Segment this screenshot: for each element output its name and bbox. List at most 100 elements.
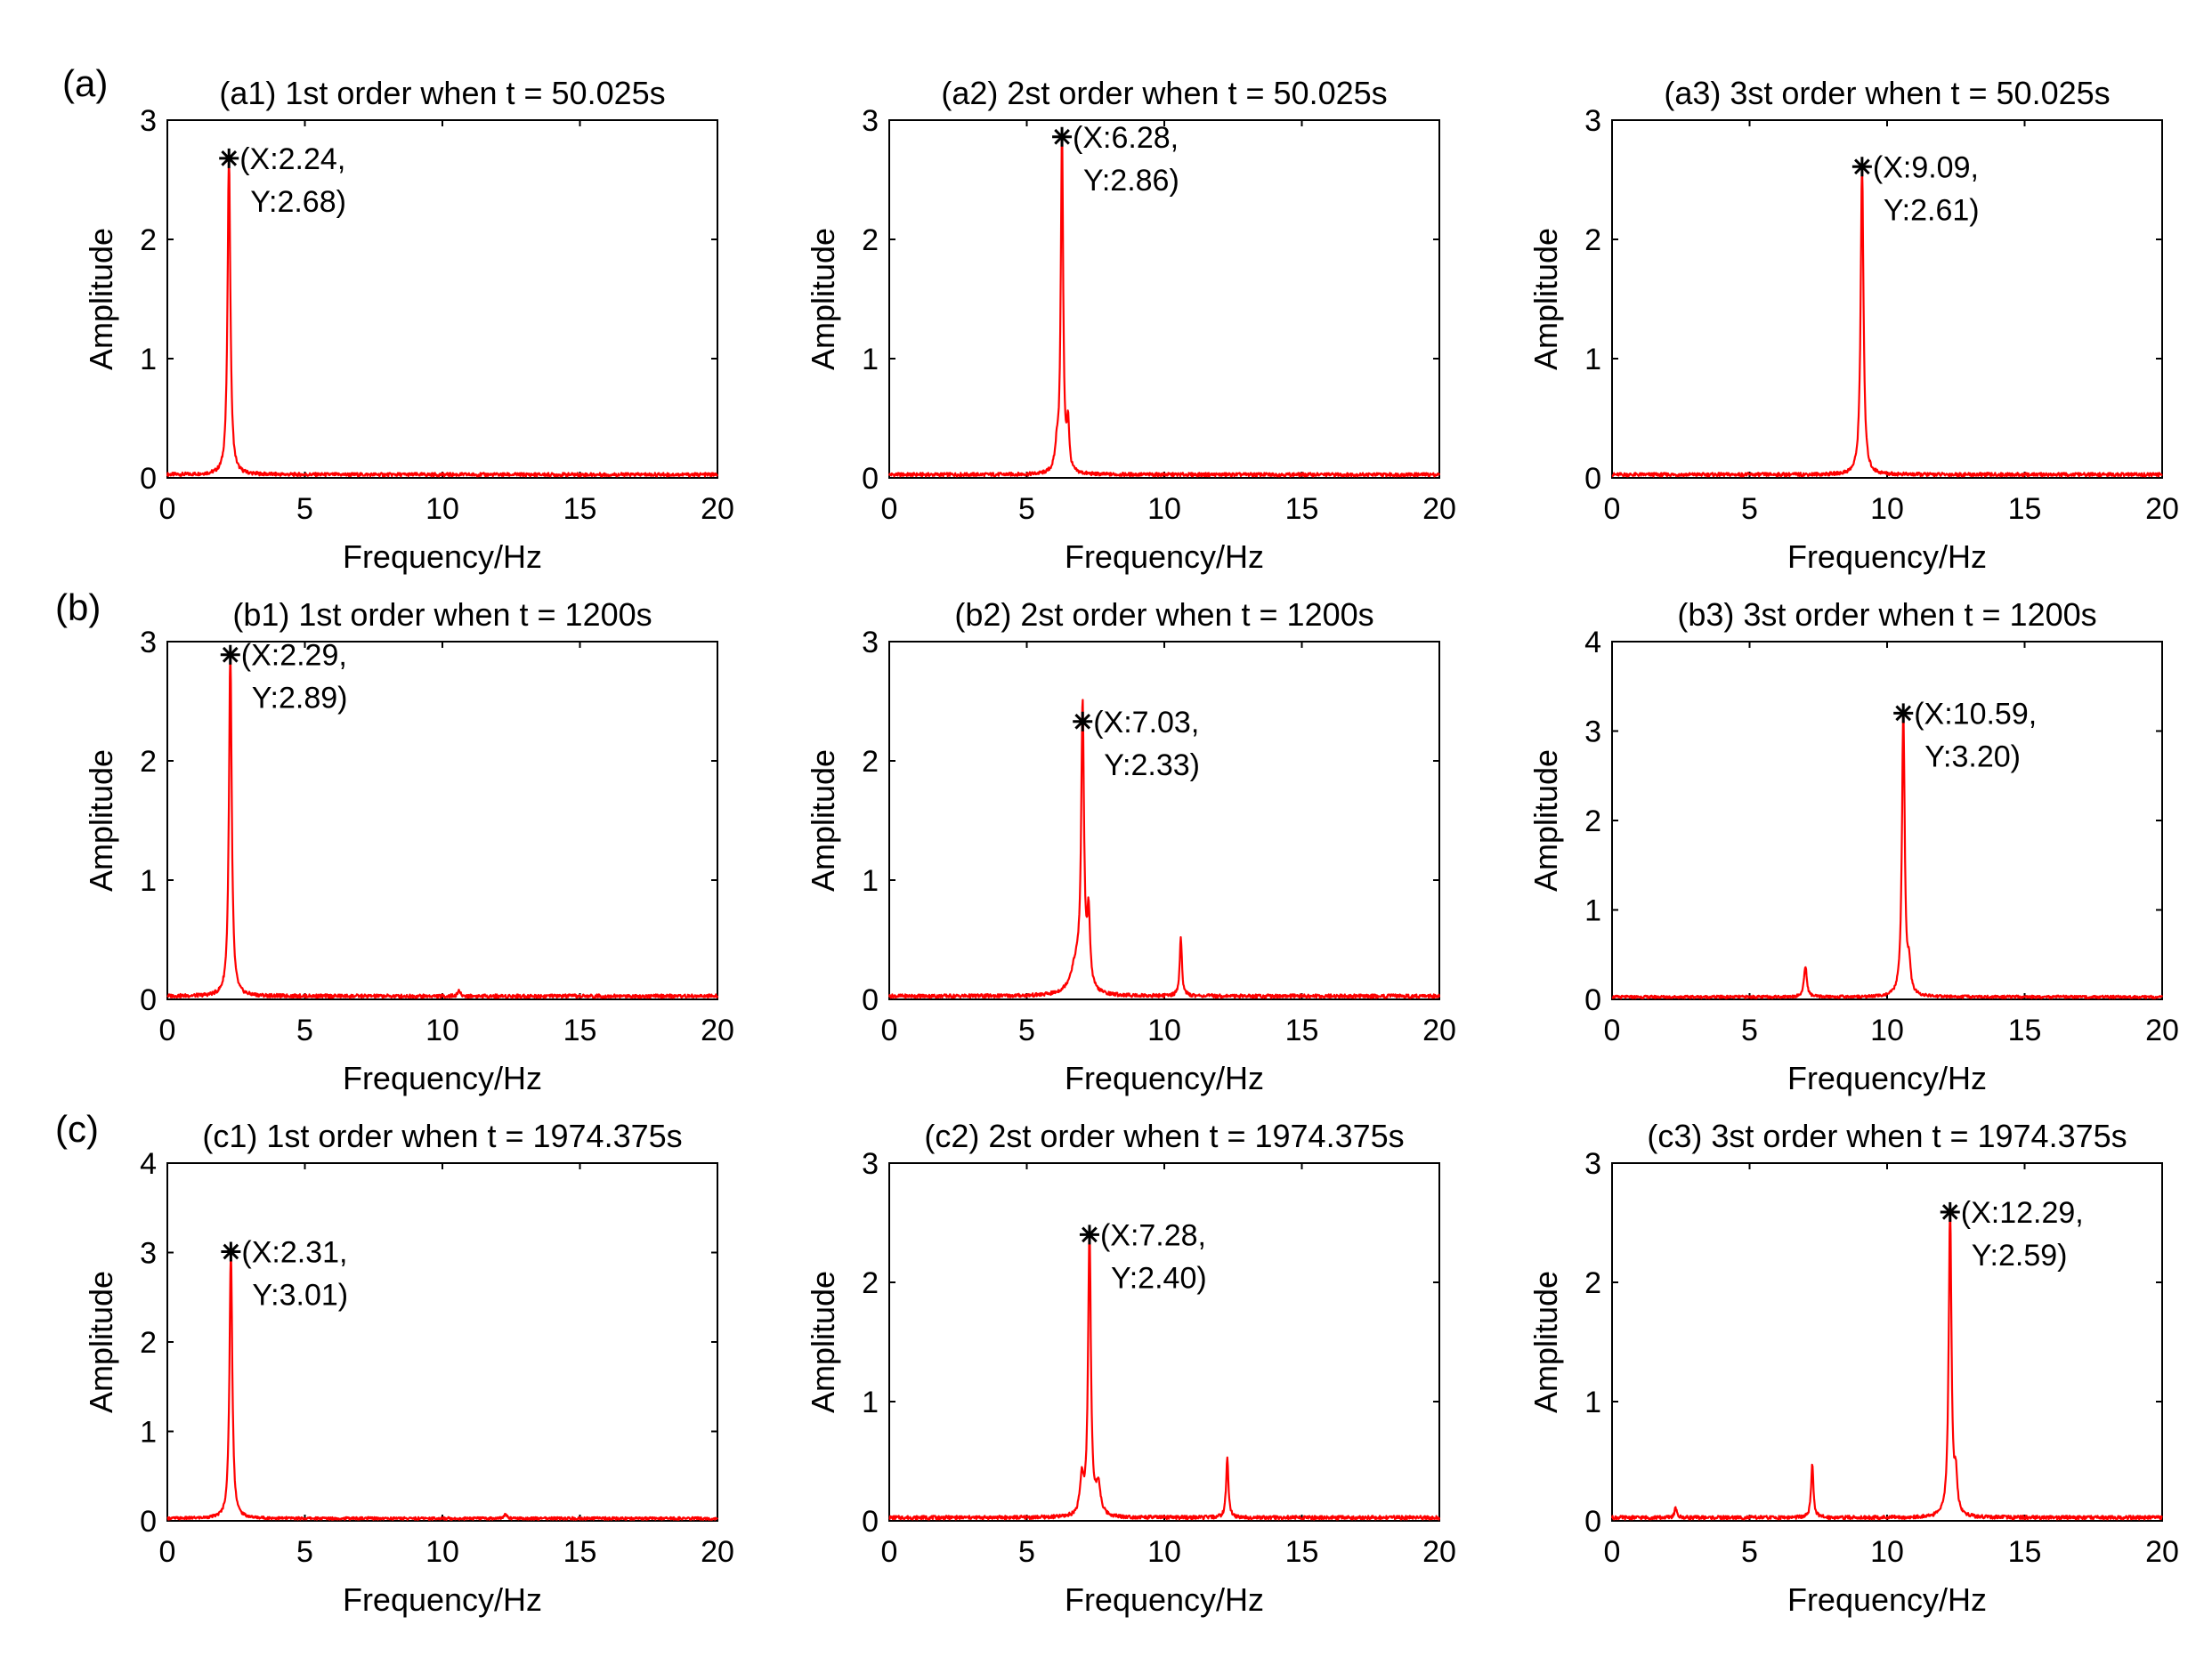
x-tick-label-c3-0: 0	[1604, 1535, 1621, 1569]
y-tick-label-c1-1: 1	[140, 1416, 157, 1450]
panel-c1: 0 5 10 15 20 0 1 2 3 4 (c1) 1st order when t = 197…	[83, 1118, 734, 1618]
spectrum-line-c1	[166, 1249, 718, 1521]
peak-marker-a2	[1052, 126, 1073, 147]
row-label-c: (c)	[55, 1108, 99, 1150]
axes-frame-c2	[888, 1162, 1440, 1522]
panel-title-b3: (b3) 3st order when t = 1200s	[1677, 596, 2096, 633]
x-tick-label-b3-15: 15	[2008, 1014, 2042, 1047]
y-tick-label-a2-2: 2	[862, 223, 879, 257]
spectrum-line-c3	[1610, 1206, 2163, 1521]
x-tick-label-a1-20: 20	[701, 492, 734, 526]
peak-annotation-x-c1: (X:2.31,	[241, 1235, 347, 1269]
x-tick-label-a3-0: 0	[1604, 492, 1621, 526]
x-tick-label-a2-10: 10	[1147, 492, 1181, 526]
peak-marker-b3	[1893, 703, 1914, 723]
panel-title-c3: (c3) 3st order when t = 1974.375s	[1647, 1118, 2127, 1154]
peak-annotation-y-b3: Y:3.20)	[1924, 740, 2021, 773]
x-tick-label-b3-0: 0	[1604, 1014, 1621, 1047]
peak-marker-stroke-a1-3	[221, 150, 238, 166]
x-tick-label-b2-10: 10	[1147, 1014, 1181, 1047]
y-tick-label-a3-3: 3	[1584, 104, 1601, 138]
spectrum-line-c2	[888, 1229, 1441, 1521]
x-tick-label-c3-15: 15	[2008, 1535, 2042, 1569]
x-tick-label-c1-15: 15	[563, 1535, 597, 1569]
x-tick-label-c2-5: 5	[1018, 1535, 1035, 1569]
y-axis-label-a1: Amplitude	[83, 228, 119, 370]
spectrum-line-a3	[1611, 163, 2163, 478]
x-tick-label-b1-10: 10	[425, 1014, 459, 1047]
y-tick-label-a3-1: 1	[1584, 343, 1601, 376]
y-tick-label-c1-2: 2	[140, 1326, 157, 1360]
y-axis-label-a2: Amplitude	[805, 228, 841, 370]
y-tick-label-a1-3: 3	[140, 104, 157, 138]
peak-annotation-y-b1: Y:2.89)	[252, 682, 348, 715]
y-tick-label-c2-2: 2	[862, 1266, 879, 1300]
x-tick-label-b2-0: 0	[881, 1014, 898, 1047]
y-tick-label-b3-2: 2	[1584, 804, 1601, 838]
y-tick-label-c3-0: 0	[1584, 1505, 1601, 1539]
x-axis-label-b3: Frequency/Hz	[1787, 1060, 1987, 1096]
y-axis-label-b3: Amplitude	[1527, 749, 1564, 892]
peak-marker-stroke-b3-3	[1895, 705, 1912, 722]
peak-annotation-y-b2: Y:2.33)	[1104, 748, 1200, 782]
peak-marker-stroke-b1-3	[222, 646, 239, 663]
x-tick-label-c1-0: 0	[159, 1535, 176, 1569]
x-tick-label-c1-10: 10	[425, 1535, 459, 1569]
peak-annotation-y-a2: Y:2.86)	[1083, 164, 1179, 198]
y-tick-label-a1-0: 0	[140, 462, 157, 496]
spectrum-line-b1	[166, 650, 719, 999]
x-tick-label-a2-15: 15	[1285, 492, 1319, 526]
spectrum-line-b2	[887, 699, 1441, 999]
peak-annotation-y-a3: Y:2.61)	[1884, 193, 1980, 227]
y-tick-label-b2-1: 1	[862, 864, 879, 898]
peak-annotation-x-a1: (X:2.24,	[239, 142, 345, 176]
x-tick-label-c2-20: 20	[1422, 1535, 1456, 1569]
axes-frame-c1	[166, 1162, 718, 1522]
panel-title-a3: (a3) 3st order when t = 50.025s	[1664, 75, 2110, 111]
y-tick-label-a3-0: 0	[1584, 462, 1601, 496]
x-axis-label-b2: Frequency/Hz	[1065, 1060, 1264, 1096]
x-tick-label-a1-0: 0	[159, 492, 176, 526]
peak-marker-stroke-c2-3	[1082, 1226, 1098, 1243]
peak-annotation-x-a3: (X:9.09,	[1873, 150, 1979, 184]
y-axis-label-c3: Amplitude	[1527, 1271, 1564, 1413]
peak-annotation-y-c3: Y:2.59)	[1972, 1239, 2068, 1273]
row-label-b: (b)	[55, 586, 101, 628]
x-tick-label-b3-5: 5	[1741, 1014, 1758, 1047]
y-tick-label-b2-0: 0	[862, 983, 879, 1017]
y-tick-label-c2-0: 0	[862, 1505, 879, 1539]
y-tick-label-c3-2: 2	[1584, 1266, 1601, 1300]
x-tick-label-a1-5: 5	[296, 492, 313, 526]
x-tick-label-a2-20: 20	[1422, 492, 1456, 526]
y-tick-label-b1-1: 1	[140, 864, 157, 898]
x-tick-label-a2-5: 5	[1018, 492, 1035, 526]
spectrum-line-a2	[887, 134, 1441, 478]
panel-b3: 0 5 10 15 20 0 1 2 3 4 (b3) 3st order when t = 120…	[1527, 596, 2179, 1096]
x-axis-label-b1: Frequency/Hz	[343, 1060, 542, 1096]
panel-a2: 0 5 10 15 20 0 1 2 3 (a2) 2st order when t = 50.0…	[805, 75, 1456, 575]
peak-annotation-y-a1: Y:2.68)	[250, 185, 346, 219]
y-axis-label-c1: Amplitude	[83, 1271, 119, 1413]
x-tick-label-a3-20: 20	[2145, 492, 2179, 526]
x-tick-label-a2-0: 0	[881, 492, 898, 526]
y-tick-label-b1-2: 2	[140, 745, 157, 779]
panel-title-b2: (b2) 2st order when t = 1200s	[954, 596, 1373, 633]
x-tick-label-a1-10: 10	[425, 492, 459, 526]
y-tick-label-b3-0: 0	[1584, 983, 1601, 1017]
y-tick-label-b3-1: 1	[1584, 894, 1601, 928]
peak-annotation-y-c2: Y:2.40)	[1111, 1261, 1207, 1295]
x-tick-label-c3-10: 10	[1870, 1535, 1904, 1569]
peak-marker-a1	[219, 148, 239, 168]
x-tick-label-a3-5: 5	[1741, 492, 1758, 526]
x-tick-label-c2-10: 10	[1147, 1535, 1181, 1569]
y-axis-label-a3: Amplitude	[1527, 228, 1564, 370]
panel-c2: 0 5 10 15 20 0 1 2 3 (c2) 2st order when t = 1974…	[805, 1118, 1456, 1618]
panel-c3: 0 5 10 15 20 0 1 2 3 (c3) 3st order when t = 1974…	[1527, 1118, 2179, 1618]
panel-b2: 0 5 10 15 20 0 1 2 3 (b2) 2st order when t = 1200…	[805, 596, 1456, 1096]
y-tick-label-b1-0: 0	[140, 983, 157, 1017]
y-tick-label-c1-3: 3	[140, 1237, 157, 1271]
x-tick-label-b2-20: 20	[1422, 1014, 1456, 1047]
x-tick-label-b3-20: 20	[2145, 1014, 2179, 1047]
peak-marker-c2	[1079, 1225, 1099, 1245]
